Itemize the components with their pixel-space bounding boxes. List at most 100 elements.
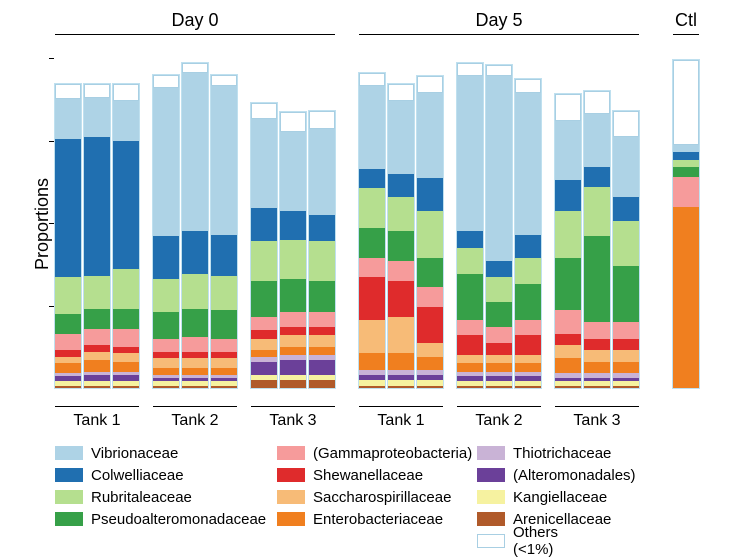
bottom-group-label: Tank 3 (547, 412, 647, 430)
bar-segment-saccharospirillaceae (211, 358, 237, 368)
bar-segment-alteromonadales (584, 378, 610, 381)
bar-segment-rubritaleaceae (251, 241, 277, 281)
bar-segment-kangiellaceae (584, 381, 610, 386)
bar (309, 111, 335, 388)
bar-segment-kangiellaceae (280, 375, 306, 380)
bar-segment-others (211, 75, 237, 87)
bar-segment-saccharospirillaceae (486, 355, 512, 363)
bar-segment-shewanellaceae (55, 350, 81, 357)
bar-segment-pseudoalteromonadaceae (182, 309, 208, 337)
legend-item-enterobacteriaceae: Enterobacteriaceae (277, 508, 443, 530)
bar (555, 94, 581, 388)
bar-segment-vibrionaceae (113, 101, 139, 141)
bar-segment-alteromonadales (613, 378, 639, 381)
bar-segment-others (359, 73, 385, 86)
legend-label: Rubritaleaceae (91, 489, 192, 506)
top-group-line (359, 34, 639, 35)
bar-segment-colwelliaceae (673, 152, 699, 160)
bar-segment-kangiellaceae (211, 381, 237, 386)
bar-segment-gammaproteobacteria (417, 287, 443, 307)
bottom-group-label: Tank 2 (449, 412, 549, 430)
bar (673, 60, 699, 388)
bar-segment-thiotrichaceae (251, 357, 277, 362)
legend-label: Saccharospirillaceae (313, 489, 451, 506)
bar-segment-saccharospirillaceae (417, 343, 443, 356)
bar-segment-gammaproteobacteria (280, 312, 306, 327)
bar-segment-shewanellaceae (251, 330, 277, 338)
legend-label: (Gammaproteobacteria) (313, 445, 472, 462)
bottom-group-label: Tank 1 (351, 412, 451, 430)
bar-segment-others (84, 84, 110, 97)
bar-segment-pseudoalteromonadaceae (309, 281, 335, 312)
bar-segment-arenicellaceae (417, 386, 443, 388)
bar-segment-arenicellaceae (359, 386, 385, 388)
y-axis-label: Proportions (32, 178, 53, 270)
bar-segment-kangiellaceae (251, 375, 277, 380)
bar-segment-thiotrichaceae (211, 375, 237, 378)
bar-segment-vibrionaceae (182, 73, 208, 231)
bar-segment-alteromonadales (182, 378, 208, 381)
bar-segment-shewanellaceae (555, 334, 581, 346)
bar (457, 63, 483, 388)
bar-segment-arenicellaceae (153, 386, 179, 388)
bar-segment-enterobacteriaceae (584, 362, 610, 374)
bar-segment-gammaproteobacteria (555, 310, 581, 333)
legend-item-thiotrichaceae: Thiotrichaceae (477, 442, 611, 464)
bar-segment-kangiellaceae (417, 380, 443, 387)
bar-segment-thiotrichaceae (280, 355, 306, 360)
bar (55, 84, 81, 388)
bar-segment-others (457, 63, 483, 76)
bar-segment-enterobacteriaceae (613, 362, 639, 374)
bar-segment-alteromonadales (55, 376, 81, 381)
bar-segment-enterobacteriaceae (309, 347, 335, 355)
bottom-group-label: Tank 3 (243, 412, 343, 430)
legend-item-alteromonadales: (Alteromonadales) (477, 464, 636, 486)
bar-segment-shewanellaceae (457, 335, 483, 355)
bar-segment-vibrionaceae (613, 137, 639, 196)
bar-segment-saccharospirillaceae (84, 352, 110, 360)
bar-segment-vibrionaceae (417, 93, 443, 179)
bar-segment-alteromonadales (515, 376, 541, 381)
bar-segment-thiotrichaceae (515, 372, 541, 377)
bar-segment-alteromonadales (417, 375, 443, 380)
bar-segment-shewanellaceae (388, 281, 414, 317)
bar-segment-thiotrichaceae (113, 372, 139, 375)
legend-label: Others (<1%) (513, 524, 558, 558)
bar-segment-shewanellaceae (280, 327, 306, 335)
bar (113, 84, 139, 388)
bar-segment-arenicellaceae (486, 386, 512, 388)
bar-segment-vibrionaceae (457, 76, 483, 231)
bar-segment-rubritaleaceae (211, 276, 237, 311)
bar (153, 75, 179, 389)
bar-segment-rubritaleaceae (55, 277, 81, 313)
bar-segment-kangiellaceae (613, 381, 639, 386)
bar-segment-arenicellaceae (113, 386, 139, 388)
legend-label: Vibrionaceae (91, 445, 178, 462)
bar-segment-arenicellaceae (280, 380, 306, 388)
legend-swatch (55, 446, 83, 460)
bar-segment-pseudoalteromonadaceae (457, 274, 483, 320)
bar-segment-rubritaleaceae (359, 188, 385, 228)
legend-label: Thiotrichaceae (513, 445, 611, 462)
bar-segment-gammaproteobacteria (182, 337, 208, 352)
bar-segment-colwelliaceae (515, 235, 541, 258)
bar-segment-enterobacteriaceae (417, 357, 443, 370)
legend-item-shewanellaceae: Shewanellaceae (277, 464, 423, 486)
bar-segment-rubritaleaceae (417, 211, 443, 257)
bar-segment-thiotrichaceae (457, 372, 483, 377)
bar-segment-vibrionaceae (55, 99, 81, 139)
bar-segment-saccharospirillaceae (359, 320, 385, 353)
bar-segment-arenicellaceae (457, 386, 483, 388)
bar-segment-rubritaleaceae (84, 276, 110, 309)
bar-segment-saccharospirillaceae (309, 335, 335, 347)
top-group-label: Day 5 (439, 10, 559, 31)
bar (584, 91, 610, 388)
bar-segment-arenicellaceae (309, 380, 335, 388)
bar-segment-gammaproteobacteria (388, 261, 414, 281)
bar-segment-kangiellaceae (113, 381, 139, 386)
top-group-line (55, 34, 335, 35)
bar-segment-gammaproteobacteria (457, 320, 483, 335)
bar-segment-saccharospirillaceae (182, 358, 208, 368)
bar-segment-saccharospirillaceae (457, 355, 483, 363)
bar (182, 63, 208, 388)
